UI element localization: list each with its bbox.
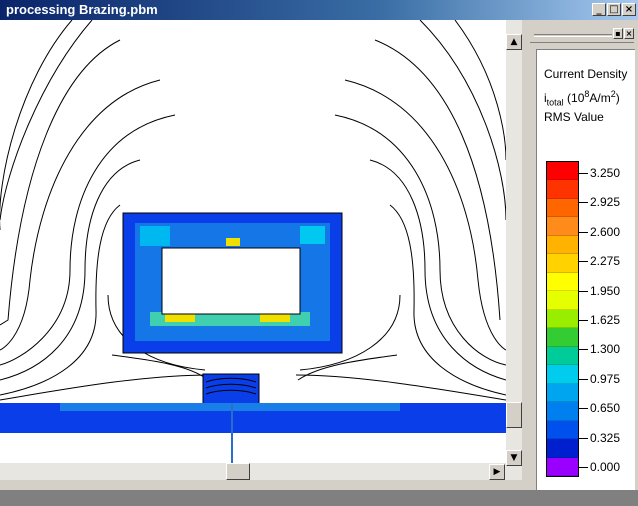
color-scale-swatch bbox=[547, 291, 578, 310]
coil-region bbox=[202, 373, 260, 405]
scale-label: 2.925 bbox=[590, 195, 621, 210]
field-plot bbox=[0, 20, 506, 463]
scale-label: 1.625 bbox=[590, 313, 621, 327]
scale-label: 0.650 bbox=[590, 401, 621, 416]
scroll-down-button[interactable]: ▼ bbox=[506, 450, 522, 466]
color-scale-bar bbox=[546, 161, 579, 477]
color-scale-swatch bbox=[547, 235, 578, 255]
field-contour-lines bbox=[0, 20, 506, 401]
title-bar: processing Brazing.pbm _ □ × bbox=[0, 0, 638, 20]
simulation-view[interactable] bbox=[0, 20, 506, 463]
legend-dock-button[interactable]: ▪ bbox=[613, 28, 623, 39]
minimize-button[interactable]: _ bbox=[592, 3, 606, 16]
vertical-scroll-thumb[interactable] bbox=[506, 402, 522, 428]
vertical-scrollbar[interactable]: ▲ ▼ bbox=[506, 20, 522, 480]
color-scale-swatch bbox=[547, 217, 578, 236]
scale-tick bbox=[578, 408, 588, 410]
color-scale-swatch bbox=[547, 254, 578, 273]
color-scale-swatch bbox=[547, 162, 578, 181]
scale-tick bbox=[578, 349, 588, 351]
horizontal-scroll-thumb[interactable] bbox=[226, 463, 250, 480]
color-scale-swatch bbox=[547, 198, 578, 218]
color-scale-swatch bbox=[547, 272, 578, 292]
status-bar bbox=[0, 490, 638, 506]
legend-title: Current Density bbox=[544, 67, 628, 81]
scale-label: 0.325 bbox=[590, 430, 621, 445]
scale-label: 2.600 bbox=[590, 224, 621, 239]
maximize-button[interactable]: □ bbox=[607, 3, 621, 16]
scale-label: 0.000 bbox=[590, 460, 621, 474]
color-scale-swatch bbox=[547, 365, 578, 384]
scale-label: 3.250 bbox=[590, 166, 621, 180]
legend-subtitle: RMS Value bbox=[544, 110, 604, 124]
scroll-right-button[interactable]: ▶ bbox=[489, 464, 505, 480]
horizontal-scrollbar[interactable]: ▶ bbox=[0, 463, 506, 480]
scale-tick bbox=[578, 437, 588, 439]
scale-label: 1.300 bbox=[590, 342, 621, 357]
color-scale-swatch bbox=[547, 402, 578, 421]
scale-label: 1.950 bbox=[590, 283, 621, 298]
color-scale-swatch bbox=[547, 309, 578, 329]
color-scale-swatch bbox=[547, 346, 578, 366]
scale-tick bbox=[578, 378, 588, 380]
scale-tick bbox=[578, 261, 588, 263]
scale-label: 0.975 bbox=[590, 371, 621, 386]
legend-panel: Current Density itotal (108A/m2) RMS Val… bbox=[536, 49, 635, 495]
window-title: processing Brazing.pbm bbox=[6, 2, 158, 17]
legend-pane: ▪ × Current Density itotal (108A/m2) RMS… bbox=[522, 20, 638, 495]
scale-label: 2.275 bbox=[590, 254, 621, 269]
scale-tick bbox=[578, 320, 588, 321]
color-scale-swatch bbox=[547, 383, 578, 403]
legend-header: ▪ × bbox=[530, 28, 634, 43]
color-scale-swatch bbox=[547, 420, 578, 440]
scale-tick bbox=[578, 173, 588, 174]
scale-tick bbox=[578, 231, 588, 233]
scale-tick bbox=[578, 467, 588, 468]
scroll-up-button[interactable]: ▲ bbox=[506, 34, 522, 50]
legend-grip[interactable] bbox=[534, 34, 612, 37]
legend-quantity: itotal (108A/m2) bbox=[544, 89, 620, 108]
close-button[interactable]: × bbox=[622, 3, 636, 16]
scale-tick bbox=[578, 290, 588, 292]
color-scale-swatch bbox=[547, 328, 578, 347]
color-scale-swatch bbox=[547, 439, 578, 458]
color-scale-swatch bbox=[547, 457, 578, 476]
color-scale-swatch bbox=[547, 180, 578, 199]
workpiece-cavity bbox=[161, 247, 301, 315]
scale-tick bbox=[578, 202, 588, 204]
legend-close-button[interactable]: × bbox=[624, 28, 634, 39]
